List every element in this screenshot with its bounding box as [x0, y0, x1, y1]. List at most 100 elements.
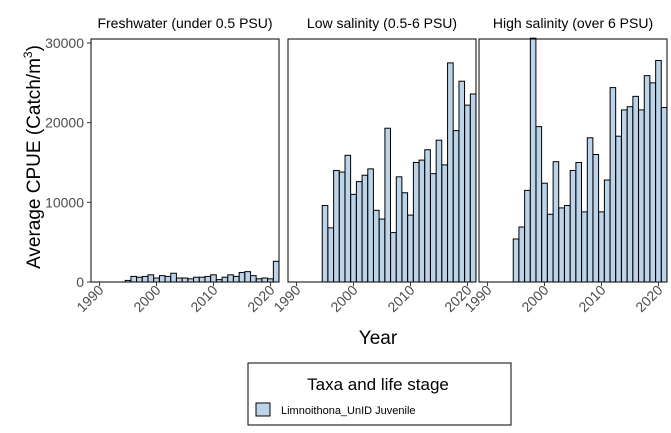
bar — [147, 274, 155, 283]
y-axis: 0 10000 20000 30000 — [45, 35, 91, 290]
bar — [350, 193, 357, 283]
legend-entry-label: Limnoithona_UnID Juvenile — [281, 405, 416, 417]
bar — [575, 161, 582, 283]
bar — [660, 107, 668, 283]
bar — [412, 161, 420, 283]
bar — [338, 171, 346, 283]
panel-border — [478, 38, 668, 283]
bar — [250, 275, 257, 283]
bar — [136, 276, 143, 283]
panel-border — [287, 38, 477, 283]
bar — [238, 271, 246, 283]
bar — [643, 75, 651, 283]
bar — [204, 275, 212, 283]
bar — [193, 276, 200, 283]
x-tick-label: 1990 — [270, 282, 303, 315]
panel-3: High salinity (over 6 PSU)1990 2000 2010 20… — [461, 15, 668, 315]
bar — [141, 275, 149, 283]
bar — [441, 164, 448, 283]
bar — [435, 139, 443, 283]
panel-title: Low salinity (0.5-6 PSU) — [307, 15, 457, 31]
bar — [355, 181, 363, 283]
bar — [429, 173, 437, 283]
panel-1: Freshwater (under 0.5 PSU)1990 2000 2010 20… — [73, 15, 280, 315]
x-tick-label: 2000 — [130, 282, 163, 315]
legend-key-swatch — [255, 402, 271, 417]
bar — [569, 169, 577, 283]
x-tick-label: 2000 — [518, 282, 551, 315]
bar — [535, 126, 543, 283]
bar — [378, 218, 386, 283]
bar — [469, 93, 477, 283]
bar — [592, 154, 600, 283]
bar — [424, 149, 431, 283]
bar — [615, 135, 622, 283]
bar — [401, 192, 409, 283]
bar — [373, 209, 380, 283]
bar — [344, 154, 352, 283]
bar — [181, 277, 189, 283]
y-tick-label: 10000 — [45, 194, 84, 210]
bar — [198, 276, 206, 283]
x-tick-label: 2000 — [327, 282, 360, 315]
panel-title: Freshwater (under 0.5 PSU) — [97, 15, 272, 31]
bar — [529, 37, 537, 283]
bar — [367, 168, 374, 283]
bar — [164, 275, 172, 283]
bar — [586, 137, 594, 283]
y-axis-title-end: ) — [24, 45, 45, 51]
bar — [327, 227, 335, 283]
bar — [407, 214, 414, 283]
bar — [447, 62, 454, 283]
bar — [227, 274, 234, 283]
chart-panels: Freshwater (under 0.5 PSU) 1990 2000 2010 20… — [73, 15, 668, 315]
bar — [210, 274, 217, 283]
bar — [518, 226, 526, 283]
bar — [632, 95, 639, 283]
x-tick-label: 2020 — [632, 282, 665, 315]
bar — [464, 104, 471, 283]
bar — [261, 277, 269, 283]
bar — [638, 109, 645, 283]
bar — [361, 174, 369, 283]
legend-title: Taxa and life stage — [307, 375, 449, 394]
bar — [221, 276, 229, 283]
bar — [458, 80, 466, 283]
bar — [158, 275, 166, 283]
bar — [564, 205, 571, 283]
bar — [395, 176, 403, 283]
bar — [552, 161, 560, 283]
bar — [620, 109, 628, 283]
bar — [244, 271, 251, 283]
panel-2: Low salinity (0.5-6 PSU)1990 2000 2010 2020 — [270, 15, 477, 315]
panel-border — [90, 38, 280, 283]
x-axis-title: Year — [359, 328, 398, 349]
y-axis-title: Average CPUE (Catch/m3) — [21, 45, 45, 269]
bar — [130, 275, 138, 283]
bar — [390, 232, 397, 283]
bar — [170, 272, 177, 283]
y-tick-label: 20000 — [45, 115, 84, 131]
bar — [598, 211, 605, 283]
legend-box — [247, 362, 512, 426]
y-tick-label: 30000 — [45, 35, 84, 51]
y-axis-title-main: Average CPUE (Catch/m — [24, 58, 45, 269]
bar — [333, 169, 340, 283]
bar — [581, 211, 588, 283]
bar — [321, 205, 329, 283]
panel-title: High salinity (over 6 PSU) — [493, 15, 653, 31]
bar — [452, 130, 460, 283]
bar — [603, 179, 611, 283]
bar — [418, 159, 426, 283]
bar — [384, 127, 391, 283]
bar — [524, 189, 531, 283]
y-axis-title-superscript: 3 — [21, 51, 35, 58]
bar — [655, 60, 662, 283]
y-tick-label: 0 — [76, 274, 84, 290]
bar — [649, 82, 657, 283]
bar — [626, 106, 634, 283]
bar — [609, 87, 617, 283]
x-tick-label: 2010 — [575, 282, 608, 315]
bar — [153, 277, 160, 283]
